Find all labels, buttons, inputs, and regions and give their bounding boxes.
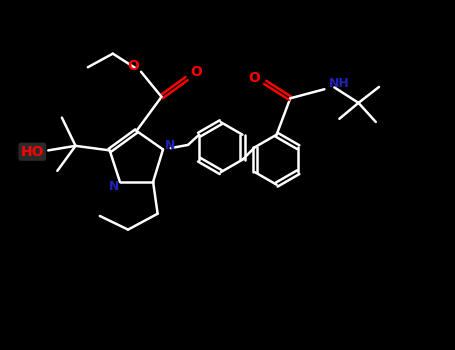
- Text: O: O: [191, 65, 202, 79]
- Text: HO: HO: [20, 145, 44, 159]
- Text: NH: NH: [329, 77, 349, 90]
- Text: N: N: [165, 139, 175, 152]
- Text: O: O: [127, 60, 139, 74]
- Text: N: N: [109, 180, 120, 193]
- Text: O: O: [248, 71, 260, 85]
